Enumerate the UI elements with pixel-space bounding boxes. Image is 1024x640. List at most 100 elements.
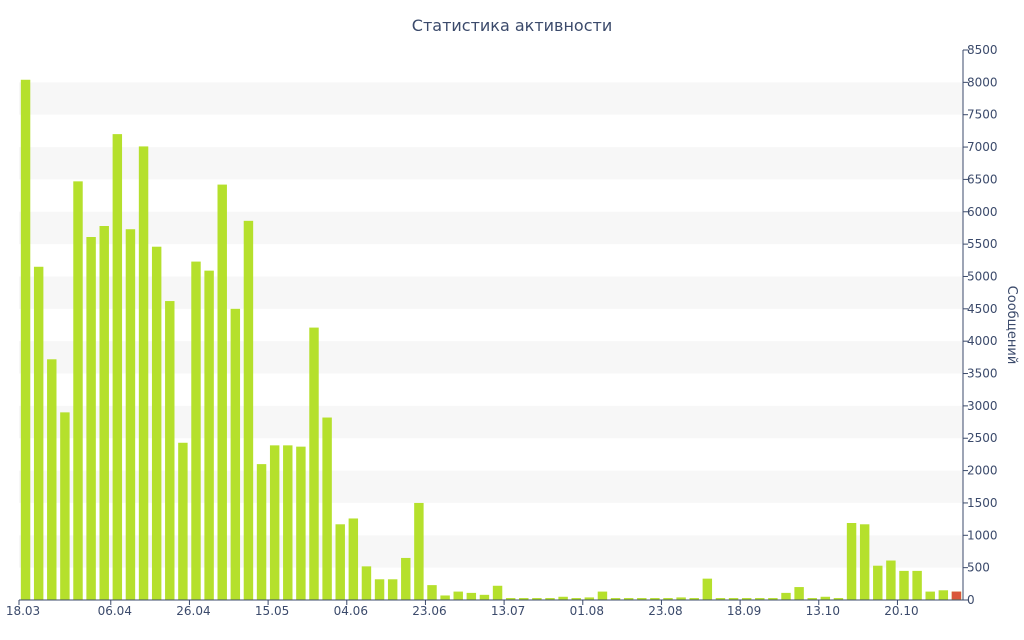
bar[interactable] bbox=[453, 591, 463, 600]
bar[interactable] bbox=[794, 587, 804, 600]
bar[interactable] bbox=[440, 595, 450, 600]
bar[interactable] bbox=[519, 598, 529, 600]
grid-band bbox=[19, 211, 963, 245]
bar[interactable] bbox=[846, 523, 857, 600]
bar[interactable] bbox=[938, 590, 949, 600]
bar[interactable] bbox=[427, 585, 437, 600]
bar[interactable] bbox=[886, 560, 896, 600]
bar[interactable] bbox=[269, 445, 280, 600]
grid-band bbox=[19, 535, 963, 568]
x-axis-ticks: 18.03 06.04 26.04 15.05 04.06 23.06 13.07 01.08… bbox=[6, 600, 919, 618]
bar[interactable] bbox=[715, 598, 726, 600]
bar[interactable] bbox=[820, 596, 831, 600]
bar[interactable] bbox=[492, 585, 503, 600]
bar[interactable] bbox=[663, 598, 673, 600]
bar[interactable] bbox=[138, 146, 149, 601]
bar[interactable] bbox=[650, 598, 660, 600]
bar[interactable] bbox=[689, 598, 699, 600]
grid-band bbox=[19, 276, 963, 309]
bar[interactable] bbox=[702, 578, 713, 600]
bar[interactable] bbox=[401, 557, 411, 600]
bar[interactable] bbox=[558, 596, 568, 600]
bar[interactable] bbox=[256, 464, 267, 600]
bar[interactable] bbox=[243, 220, 254, 600]
bar[interactable] bbox=[73, 181, 83, 600]
bar[interactable] bbox=[361, 566, 372, 600]
bar[interactable] bbox=[322, 417, 332, 600]
bar[interactable] bbox=[99, 226, 109, 600]
bar[interactable] bbox=[112, 134, 123, 600]
bar[interactable] bbox=[781, 592, 791, 600]
bar[interactable] bbox=[755, 598, 765, 600]
bar[interactable] bbox=[807, 598, 817, 600]
bar[interactable] bbox=[597, 591, 608, 600]
bar[interactable] bbox=[217, 184, 227, 600]
x-tick-label: 13.07 bbox=[491, 604, 525, 618]
x-tick-label: 23.06 bbox=[412, 604, 446, 618]
bar-highlight-segment[interactable] bbox=[951, 591, 962, 600]
y-tick-label: 8500 bbox=[967, 43, 998, 57]
x-tick-label: 04.06 bbox=[334, 604, 368, 618]
bar[interactable] bbox=[296, 446, 306, 600]
bar[interactable] bbox=[178, 442, 188, 600]
bar[interactable] bbox=[165, 301, 175, 600]
bar[interactable] bbox=[387, 579, 398, 600]
y-tick-label: 1000 bbox=[967, 528, 998, 542]
bar[interactable] bbox=[610, 598, 621, 600]
y-tick-label: 7000 bbox=[967, 140, 998, 154]
bar[interactable] bbox=[466, 592, 477, 600]
y-axis-label: Сообщений bbox=[1004, 286, 1019, 365]
bar[interactable] bbox=[623, 598, 634, 600]
bar[interactable] bbox=[925, 591, 935, 600]
bar[interactable] bbox=[637, 598, 647, 600]
bar[interactable] bbox=[545, 598, 555, 600]
y-tick-label: 5500 bbox=[967, 237, 998, 251]
bars bbox=[20, 79, 962, 601]
bar[interactable] bbox=[86, 237, 96, 600]
grid-band bbox=[19, 147, 963, 180]
bar[interactable] bbox=[335, 524, 345, 600]
bar[interactable] bbox=[505, 598, 516, 600]
bar[interactable] bbox=[204, 270, 214, 600]
bar[interactable] bbox=[912, 570, 922, 600]
grid-band bbox=[19, 470, 963, 503]
y-tick-label: 6000 bbox=[967, 205, 998, 219]
bar[interactable] bbox=[309, 327, 319, 600]
bar[interactable] bbox=[151, 246, 162, 601]
x-tick-label: 06.04 bbox=[98, 604, 132, 618]
bar[interactable] bbox=[676, 597, 686, 600]
bar[interactable] bbox=[741, 598, 752, 600]
bar[interactable] bbox=[191, 261, 201, 600]
bar[interactable] bbox=[873, 565, 883, 600]
bar[interactable] bbox=[20, 79, 31, 600]
bar[interactable] bbox=[47, 359, 57, 600]
y-tick-label: 4000 bbox=[967, 334, 998, 348]
bar[interactable] bbox=[283, 445, 293, 600]
bar[interactable] bbox=[532, 598, 542, 600]
bar[interactable] bbox=[348, 518, 359, 600]
y-tick-label: 3500 bbox=[967, 367, 998, 381]
bar[interactable] bbox=[768, 598, 778, 600]
grid-band bbox=[19, 341, 963, 374]
bar[interactable] bbox=[584, 597, 595, 600]
bar[interactable] bbox=[230, 308, 241, 600]
x-tick-label: 01.08 bbox=[570, 604, 604, 618]
y-tick-label: 1500 bbox=[967, 496, 998, 510]
y-tick-label: 2500 bbox=[967, 431, 998, 445]
bar[interactable] bbox=[728, 598, 739, 600]
bar[interactable] bbox=[414, 502, 424, 600]
x-tick-label: 18.09 bbox=[727, 604, 761, 618]
bar[interactable] bbox=[125, 229, 136, 600]
bar[interactable] bbox=[33, 266, 44, 600]
bar[interactable] bbox=[374, 579, 385, 600]
bar[interactable] bbox=[833, 598, 844, 600]
bar[interactable] bbox=[479, 594, 490, 600]
x-tick-label: 18.03 bbox=[6, 604, 40, 618]
bar[interactable] bbox=[60, 412, 70, 600]
bar[interactable] bbox=[571, 598, 581, 600]
bar[interactable] bbox=[859, 524, 870, 600]
x-tick-label: 23.08 bbox=[648, 604, 682, 618]
chart-title: Статистика активности bbox=[412, 16, 612, 35]
bar[interactable] bbox=[899, 570, 909, 600]
